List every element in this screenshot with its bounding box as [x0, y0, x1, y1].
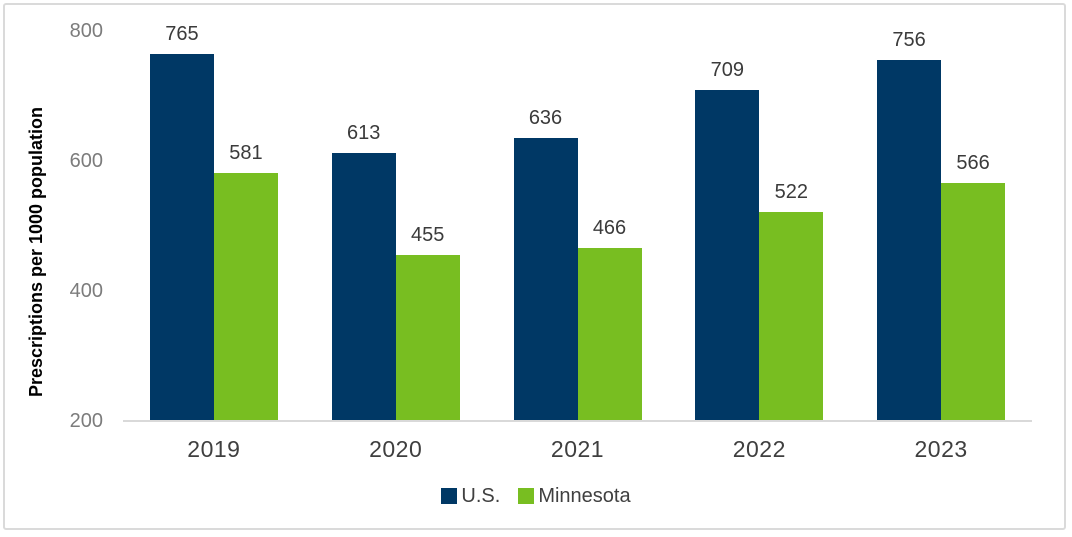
bar-us-2019 — [149, 53, 214, 421]
x-axis-label-2019: 2019 — [187, 436, 241, 462]
bar-minnesota-2023 — [941, 183, 1006, 421]
legend-item-us: U.S. — [441, 485, 500, 508]
bar-minnesota-2021 — [577, 248, 642, 421]
value-label-minnesota-2023: 566 — [956, 152, 990, 175]
x-axis-label-2020: 2020 — [369, 436, 423, 462]
legend-swatch-minnesota — [518, 488, 535, 504]
value-label-us-2023: 756 — [892, 28, 926, 51]
legend-swatch-us — [441, 488, 458, 504]
y-axis-tick-labels: 200 400 600 800 — [0, 0, 103, 537]
x-axis-label-2021: 2021 — [550, 436, 605, 462]
legend-item-minnesota: Minnesota — [518, 484, 631, 508]
bar-us-2023 — [877, 59, 942, 421]
legend: U.S. Minnesota — [0, 482, 1072, 510]
value-label-us-2021: 636 — [528, 106, 563, 129]
value-label-minnesota-2020: 455 — [411, 224, 445, 247]
bar-minnesota-2022 — [759, 211, 824, 421]
bar-us-2022 — [695, 90, 760, 421]
legend-label-minnesota: Minnesota — [538, 484, 631, 507]
x-axis-label-2022: 2022 — [732, 436, 786, 462]
y-tick-label-400: 400 — [69, 280, 103, 302]
value-label-us-2020: 613 — [347, 121, 381, 144]
bar-us-2020 — [331, 152, 396, 421]
bar-us-2021 — [513, 137, 578, 421]
bar-minnesota-2020 — [395, 255, 460, 421]
legend-label-us: U.S. — [461, 484, 501, 507]
bar-minnesota-2019 — [213, 173, 278, 421]
value-label-us-2019: 765 — [165, 22, 199, 45]
x-axis-label-2023: 2023 — [914, 436, 968, 462]
y-tick-label-600: 600 — [69, 150, 103, 172]
x-axis-line — [123, 420, 1032, 422]
value-label-minnesota-2019: 581 — [229, 142, 263, 165]
value-label-us-2022: 709 — [710, 59, 744, 82]
y-tick-label-800: 800 — [69, 20, 103, 42]
value-label-minnesota-2021: 466 — [592, 217, 627, 240]
y-tick-label-200: 200 — [69, 410, 103, 432]
value-label-minnesota-2022: 522 — [774, 180, 808, 203]
